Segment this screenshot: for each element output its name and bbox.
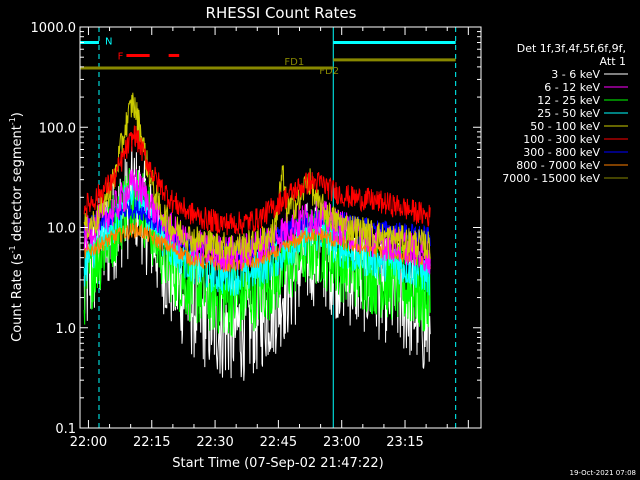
legend-entry-label: 800 - 7000 keV (516, 159, 600, 172)
legend-entry-label: 100 - 300 keV (523, 133, 600, 146)
axes: 0.1 1.0 10.0 100.0 1000.0 22:00 22:15 22:30 22:4… (31, 21, 481, 450)
y-axis-label-sup1: -1 (8, 245, 17, 253)
data-series (83, 92, 431, 381)
y-tick-label: 100.0 (39, 121, 76, 136)
chart-title: RHESSI Count Rates (206, 4, 357, 22)
legend-entry-label: 7000 - 15000 keV (502, 172, 600, 185)
legend-entry-label: 12 - 25 keV (537, 94, 600, 107)
series-line-100-300-keV (83, 125, 431, 236)
y-tick-label: 10.0 (47, 222, 76, 237)
flag-label-fd2: FD2 (319, 66, 339, 77)
x-tick-label: 23:00 (323, 435, 360, 450)
legend-entry-label: 3 - 6 keV (551, 68, 600, 81)
y-tick-label: 1000.0 (31, 21, 77, 36)
x-tick-label: 22:15 (133, 435, 170, 450)
x-tick-label: 23:15 (386, 435, 423, 450)
y-axis-label-main: Count Rate (s (10, 253, 25, 342)
legend-entry-label: 50 - 100 keV (530, 120, 600, 133)
flag-label-fd1: FD1 (284, 57, 304, 68)
flag-label-f: F (118, 51, 124, 62)
y-axis-label-end: ) (10, 112, 25, 117)
legend-header: Att 1 (600, 55, 626, 68)
flag-label-n: N (105, 37, 112, 48)
y-axis-label-mid: detector segment (10, 125, 25, 245)
legend-entry-label: 300 - 800 keV (523, 146, 600, 159)
y-axis-label: Count Rate (s-1 detector segment-1) (8, 112, 25, 342)
legend-entry-label: 6 - 12 keV (544, 81, 600, 94)
y-axis-label-sup2: -1 (8, 117, 17, 125)
x-tick-label: 22:30 (196, 435, 233, 450)
y-tick-label: 1.0 (55, 322, 76, 337)
x-axis-label: Start Time (07-Sep-02 21:47:22) (172, 456, 383, 471)
footer-date: 19-Oct-2021 07:08 (570, 469, 636, 477)
legend-entry-label: 25 - 50 keV (537, 107, 600, 120)
y-tick-label: 0.1 (55, 422, 76, 437)
legend-header: Det 1f,3f,4f,5f,6f,9f, (517, 42, 626, 55)
x-tick-label: 22:00 (70, 435, 107, 450)
x-tick-label: 22:45 (260, 435, 297, 450)
flag-bars: NF FD1 FD2 (80, 37, 456, 77)
